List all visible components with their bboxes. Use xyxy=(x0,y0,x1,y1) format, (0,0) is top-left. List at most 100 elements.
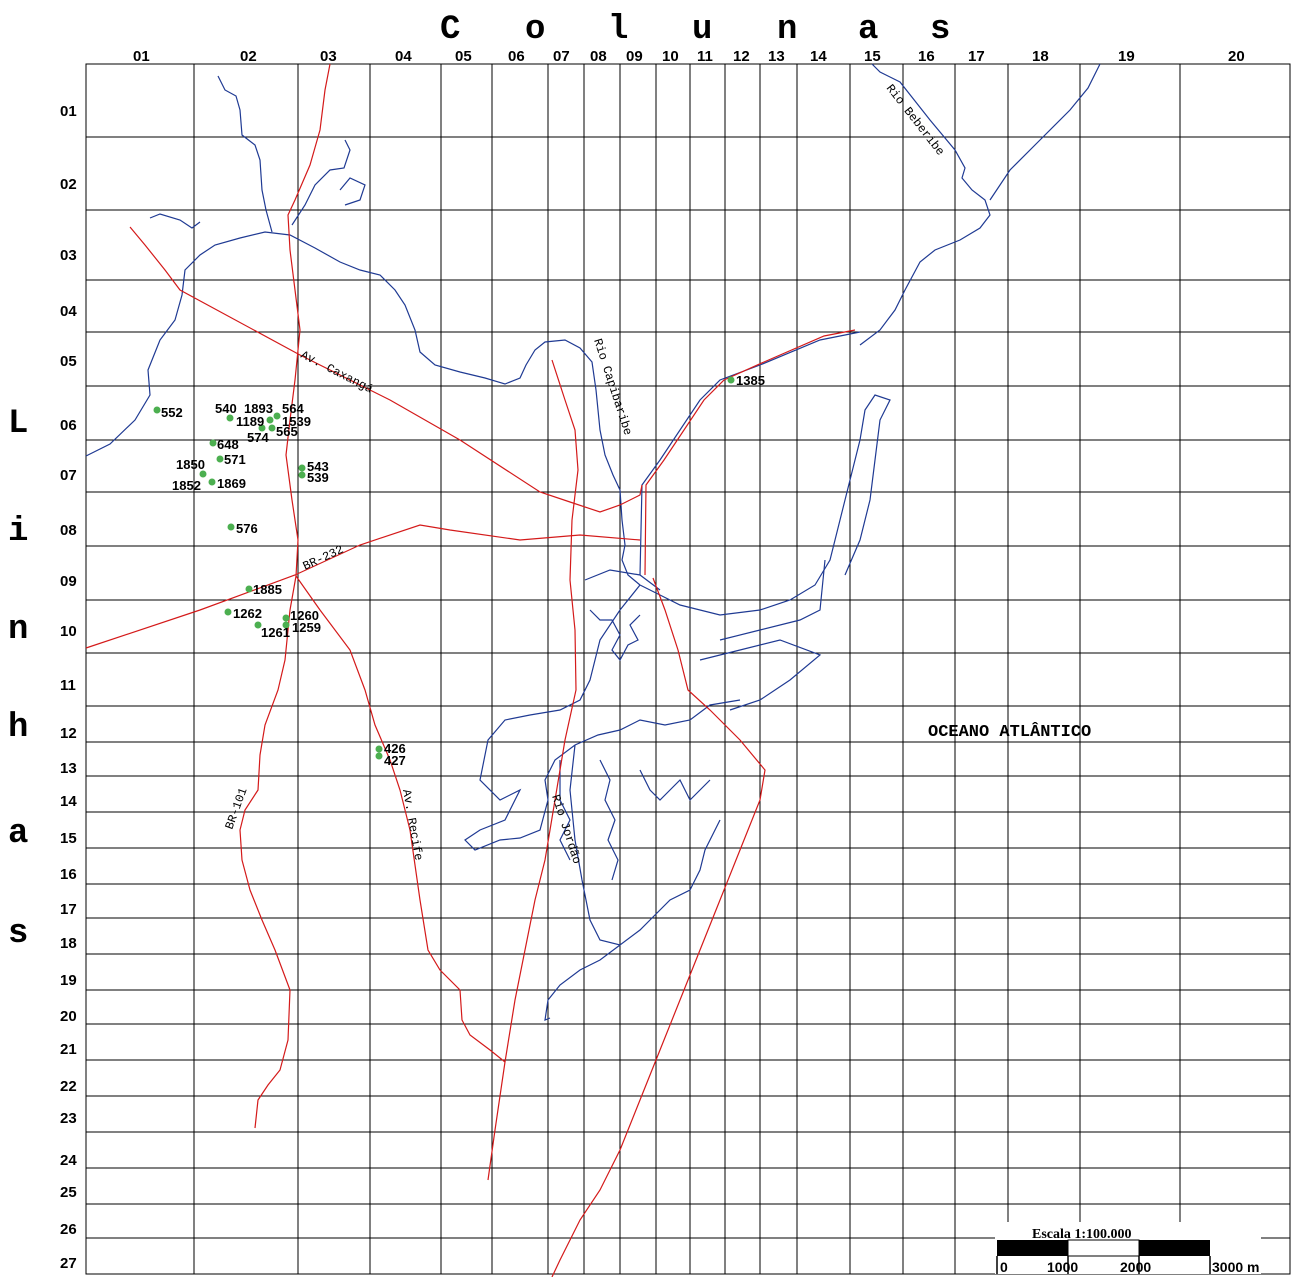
point-dot xyxy=(224,608,232,616)
scale-segment-2 xyxy=(1067,1239,1140,1257)
point-label: 552 xyxy=(161,405,183,420)
point-dot xyxy=(216,455,224,463)
row-label: 17 xyxy=(60,901,77,918)
point-label: 1259 xyxy=(292,620,321,635)
row-label: 11 xyxy=(60,677,76,694)
point-label: 1261 xyxy=(261,625,290,640)
row-label: 03 xyxy=(60,247,77,264)
point-dot xyxy=(254,621,262,629)
point-label: 565 xyxy=(276,424,298,439)
point-dot xyxy=(153,406,161,414)
columns-title-letter: l xyxy=(608,11,628,49)
grid-border xyxy=(85,63,1291,1275)
column-label: 19 xyxy=(1118,48,1135,65)
column-label: 12 xyxy=(733,48,750,65)
column-label: 06 xyxy=(508,48,525,65)
point-dot xyxy=(245,585,253,593)
row-label: 24 xyxy=(60,1152,77,1169)
rows-title-letter: a xyxy=(8,815,28,853)
point-label: 1885 xyxy=(253,582,282,597)
label-av-recife: Av. Recife xyxy=(399,788,425,861)
row-label: 01 xyxy=(60,103,77,120)
row-label: 19 xyxy=(60,972,77,989)
point-label: 574 xyxy=(247,430,269,445)
map-text-labels: Av. Caxangá Rio Capibaribe Rio Beberibe … xyxy=(223,82,1092,866)
road-coastal xyxy=(551,577,766,1277)
point-label: 543 xyxy=(307,459,329,474)
point-label: 1869 xyxy=(217,476,246,491)
columns-title-letter: s xyxy=(930,11,950,49)
row-label: 16 xyxy=(60,866,77,883)
point-dot xyxy=(375,752,383,760)
point-label: 539 xyxy=(307,470,329,485)
point-dot xyxy=(268,424,276,432)
point-label: 427 xyxy=(384,753,406,768)
roads xyxy=(85,63,856,1277)
label-rio-capibaribe: Rio Capibaribe xyxy=(590,337,634,437)
point-dot xyxy=(227,523,235,531)
scale-tick-label: 3000 m xyxy=(1212,1259,1259,1275)
point-label: 1189 xyxy=(236,414,264,429)
point-label: 426 xyxy=(384,741,406,756)
columns-title-letter: C xyxy=(440,11,460,49)
point-labels: 552 540 1893 564 1189 1539 574 565 648 5… xyxy=(161,373,765,768)
road-canal-parallel xyxy=(644,329,856,576)
column-label: 13 xyxy=(768,48,785,65)
row-label: 08 xyxy=(60,522,77,539)
river-coast-path xyxy=(639,394,891,616)
row-label: 06 xyxy=(60,417,77,434)
row-label: 25 xyxy=(60,1184,77,1201)
point-label: 1385 xyxy=(736,373,765,388)
row-label: 22 xyxy=(60,1078,77,1095)
rows-title-letter: L xyxy=(8,405,28,443)
point-markers xyxy=(153,376,735,760)
column-label: 20 xyxy=(1228,48,1245,65)
label-rio-beberibe: Rio Beberibe xyxy=(883,82,947,159)
label-ocean: OCEANO ATLÂNTICO xyxy=(928,722,1091,742)
road-av-recife xyxy=(295,575,506,1063)
point-dot xyxy=(208,478,216,486)
column-label: 11 xyxy=(697,48,713,65)
scale-segment-1 xyxy=(997,1240,1068,1256)
point-dot xyxy=(199,470,207,478)
point-label: 648 xyxy=(217,437,239,452)
scale-tick-label: 0 xyxy=(1000,1259,1008,1275)
row-label: 23 xyxy=(60,1110,77,1127)
column-label: 18 xyxy=(1032,48,1049,65)
column-label: 04 xyxy=(395,48,412,65)
scale-tick-label: 1000 xyxy=(1047,1259,1078,1275)
point-dot xyxy=(258,424,266,432)
river-jordao-delta-path xyxy=(464,584,741,1021)
river-beberibe-path xyxy=(859,63,1101,346)
point-dot xyxy=(298,464,306,472)
column-labels: 01 02 03 04 05 06 07 08 09 10 11 12 13 1… xyxy=(133,48,1245,65)
rows-title-letter: i xyxy=(8,513,28,551)
point-dot xyxy=(298,471,306,479)
rows-title-letter: h xyxy=(8,709,28,747)
row-label: 15 xyxy=(60,830,77,847)
column-label: 10 xyxy=(662,48,679,65)
row-label: 21 xyxy=(60,1041,77,1058)
label-br-232: BR-232 xyxy=(301,543,346,574)
point-label: 1850 xyxy=(176,457,205,472)
point-dot xyxy=(282,621,290,629)
river-north-tributary xyxy=(149,75,366,233)
columns-title-letter: o xyxy=(525,11,545,49)
point-label: 571 xyxy=(224,452,246,467)
river-capibaribe-path xyxy=(85,231,641,586)
point-dot xyxy=(282,614,290,622)
row-label: 14 xyxy=(60,793,77,810)
scale-segment-3 xyxy=(1139,1240,1210,1256)
point-dot xyxy=(266,416,274,424)
rows-title: L i n h a s xyxy=(8,405,28,953)
point-label: 1260 xyxy=(290,608,319,623)
column-label: 05 xyxy=(455,48,472,65)
column-label: 15 xyxy=(864,48,881,65)
column-label: 09 xyxy=(626,48,643,65)
point-dot xyxy=(375,745,383,753)
scale-bar: Escala 1:100.000 0 1000 2000 3000 m xyxy=(995,1222,1261,1275)
columns-title-letter: a xyxy=(858,11,878,49)
column-label: 02 xyxy=(240,48,257,65)
columns-title-letter: u xyxy=(692,11,712,49)
